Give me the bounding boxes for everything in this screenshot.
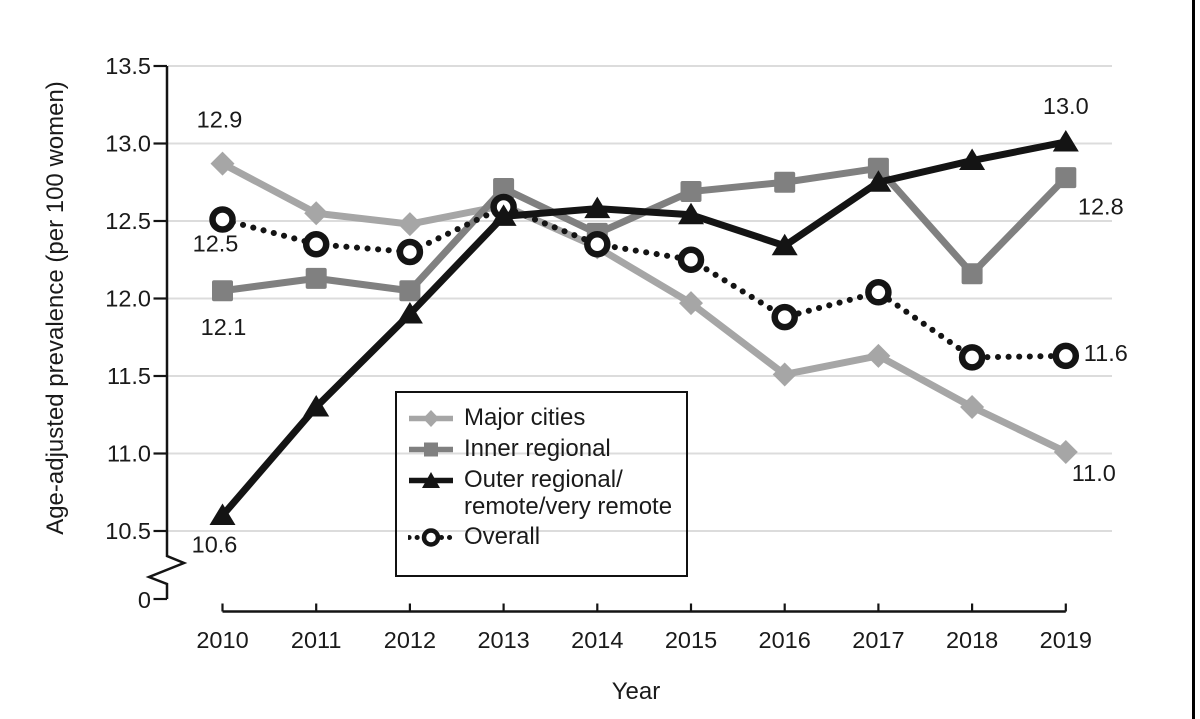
data-label: 11.6 — [1084, 340, 1128, 366]
legend-item-overall: Overall — [408, 523, 686, 551]
y-tick-zero-label: 0 — [138, 587, 151, 613]
x-tick-label: 2014 — [571, 627, 623, 653]
y-tick-label: 12.0 — [105, 286, 151, 312]
chart-legend: Major cities Inner regional Outer regional… — [395, 391, 688, 577]
legend-marker-shape — [424, 442, 438, 457]
legend-marker-square — [409, 442, 453, 457]
y-tick-label: 11.0 — [107, 441, 151, 467]
data-point-diamond — [772, 362, 797, 387]
data-point-square — [774, 171, 796, 193]
data-label: 10.6 — [192, 532, 238, 558]
legend-marker-shape — [422, 472, 440, 488]
y-tick-label: 12.5 — [105, 208, 151, 234]
legend-label-line: Inner regional — [464, 435, 611, 462]
y-axis-title: Age-adjusted prevalence (per 100 women) — [42, 81, 69, 535]
legend-marker-open-circle — [408, 528, 454, 547]
series-line — [219, 138, 1067, 518]
x-tick-label: 2018 — [946, 627, 998, 653]
series-inner-regional — [212, 157, 1077, 302]
series-line — [219, 204, 1069, 361]
series-outer-regional-remote-very-remote — [209, 129, 1079, 525]
legend-label-line: Major cities — [464, 404, 586, 431]
legend-label: Outer regional/remote/very remote — [464, 466, 672, 520]
data-point-open-circle — [584, 231, 611, 258]
data-point-square — [399, 280, 421, 302]
data-point-open-circle — [865, 279, 892, 306]
data-point-square — [305, 267, 327, 289]
data-point-triangle — [209, 503, 236, 525]
data-point-triangle — [490, 204, 517, 226]
x-tick-label: 2011 — [291, 627, 342, 653]
data-point-open-circle — [302, 231, 330, 258]
series-overall — [209, 193, 1080, 371]
data-point-diamond — [1053, 439, 1078, 464]
x-tick-label: 2012 — [384, 627, 436, 653]
legend-item-outer-regional-remote-very-remote: Outer regional/remote/very remote — [408, 466, 686, 520]
data-point-diamond — [304, 201, 329, 226]
data-point-square — [212, 280, 233, 302]
y-tick-label: 13.5 — [105, 53, 151, 79]
data-label: 12.8 — [1078, 194, 1124, 220]
x-axis-title: Year — [612, 678, 661, 705]
data-point-triangle — [303, 395, 330, 417]
data-point-open-circle — [771, 303, 798, 331]
data-point-square — [1055, 167, 1077, 189]
legend-label: Inner regional — [464, 435, 611, 462]
series-line — [220, 160, 1068, 456]
data-point-diamond — [679, 291, 703, 316]
legend-label-line: Overall — [464, 523, 541, 550]
legend-marker-shape — [421, 528, 441, 547]
page-edge-line — [1192, 0, 1195, 719]
data-point-square — [493, 177, 515, 199]
x-tick-label: 2019 — [1040, 627, 1092, 653]
legend-item-major-cities: Major cities — [408, 404, 686, 432]
y-tick-label: 10.5 — [105, 518, 151, 544]
y-tick-label: 13.0 — [105, 131, 151, 157]
data-label: 11.0 — [1072, 460, 1116, 486]
data-point-triangle — [678, 202, 704, 225]
data-point-triangle — [584, 196, 611, 219]
data-point-triangle — [1052, 129, 1079, 152]
data-point-open-circle — [1052, 342, 1080, 370]
x-tick-label: 2010 — [196, 627, 248, 653]
data-point-open-circle — [677, 246, 705, 273]
legend-label: Major cities — [464, 404, 585, 431]
data-point-diamond — [210, 151, 235, 176]
data-point-square — [867, 157, 889, 179]
data-label: 13.0 — [1043, 93, 1089, 119]
data-point-open-circle — [396, 238, 424, 266]
x-tick-label: 2017 — [852, 627, 904, 653]
y-tick-label: 11.5 — [107, 363, 151, 389]
data-point-diamond — [397, 212, 422, 237]
data-point-diamond — [960, 395, 985, 419]
legend-item-inner-regional: Inner regional — [408, 435, 686, 463]
data-point-square — [680, 181, 702, 203]
data-point-triangle — [959, 148, 986, 171]
legend-marker-shape — [423, 410, 439, 427]
data-point-triangle — [396, 302, 423, 324]
data-point-triangle — [865, 170, 892, 192]
data-point-triangle — [771, 233, 798, 256]
y-axis-line — [145, 66, 188, 599]
legend-marker-diamond — [409, 410, 453, 427]
data-point-open-circle — [209, 206, 236, 233]
data-point-diamond — [866, 343, 891, 368]
data-label: 12.1 — [201, 314, 247, 340]
data-point-open-circle — [958, 344, 986, 371]
legend-label-line: remote/very remote — [464, 493, 673, 520]
x-tick-label: 2015 — [665, 627, 717, 653]
data-point-square — [961, 263, 983, 285]
data-label: 12.9 — [197, 107, 243, 133]
legend-marker-triangle — [409, 472, 453, 488]
data-label: 12.5 — [193, 230, 239, 256]
x-tick-label: 2016 — [759, 627, 811, 653]
x-tick-label: 2013 — [477, 627, 529, 653]
legend-label-line: Outer regional/ — [464, 466, 623, 493]
legend-label: Overall — [464, 523, 540, 550]
series-major-cities — [210, 151, 1078, 464]
